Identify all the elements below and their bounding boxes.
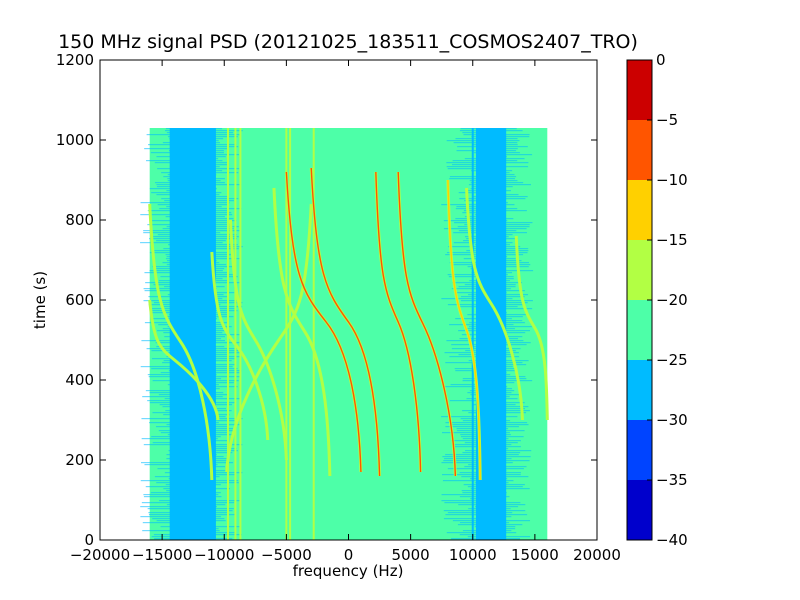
doppler-track-core: [226, 203, 312, 473]
x-axis-label: frequency (Hz): [293, 562, 404, 580]
doppler-track-core: [375, 171, 422, 473]
y-tick-label: 1200: [56, 51, 94, 69]
y-tick-label: 200: [65, 451, 94, 469]
y-axis: 0 200 400 600 800 1000 1200: [56, 51, 597, 549]
colorbar-band: [627, 420, 652, 480]
y-tick-label: 0: [84, 531, 94, 549]
colorbar-tick-label: 0: [656, 51, 666, 69]
doppler-track-core: [285, 171, 362, 473]
x-tick-label: −15000: [132, 546, 192, 564]
colorbar-tick-label: −35: [656, 471, 688, 489]
colorbar-band: [627, 120, 652, 180]
doppler-track-core: [447, 179, 481, 481]
colorbar-band: [627, 240, 652, 300]
y-tick-label: 800: [65, 211, 94, 229]
doppler-track-core: [149, 203, 213, 481]
colorbar-tick-label: −25: [656, 351, 688, 369]
doppler-track-core: [397, 171, 457, 477]
x-tick-label: 5000: [392, 546, 430, 564]
y-axis-label: time (s): [31, 271, 49, 329]
doppler-track-core: [149, 299, 219, 421]
colorbar-tick-label: −5: [656, 111, 678, 129]
y-tick-label: 600: [65, 291, 94, 309]
plot-area: [99, 59, 598, 541]
colorbar-tick-label: −20: [656, 291, 688, 309]
low-noise-band: [441, 128, 534, 540]
x-tick-label: 10000: [449, 546, 497, 564]
x-tick-label: −10000: [194, 546, 254, 564]
x-tick-label: 20000: [573, 546, 621, 564]
doppler-track-core: [211, 251, 269, 441]
doppler-track-core: [273, 187, 331, 477]
colorbar-band: [627, 60, 652, 120]
y-tick-label: 400: [65, 371, 94, 389]
doppler-track-core: [515, 235, 548, 421]
colorbar-tick-label: −10: [656, 171, 688, 189]
x-tick-label: 0: [344, 546, 354, 564]
chart-title: 150 MHz signal PSD (20121025_183511_COSM…: [58, 31, 638, 53]
heatmap-image: [140, 128, 549, 540]
doppler-track-core: [310, 167, 381, 477]
colorbar-band: [627, 300, 652, 360]
doppler-track-core: [229, 219, 288, 461]
x-tick-label: 15000: [511, 546, 559, 564]
colorbar-band: [627, 480, 652, 540]
colorbar-tick-label: −40: [656, 531, 688, 549]
colorbar-band: [627, 360, 652, 420]
low-noise-band: [140, 128, 243, 540]
x-axis: −20000 −15000 −10000 −5000 0 5000 10000 15000 20…: [70, 60, 621, 564]
colorbar: −40 −35 −30 −25 −20 −15 −10 −5 0: [626, 51, 688, 549]
x-tick-label: −20000: [70, 546, 130, 564]
colorbar-tick-label: −15: [656, 231, 688, 249]
doppler-track-core: [465, 187, 524, 421]
colorbar-tick-label: −30: [656, 411, 688, 429]
y-tick-label: 1000: [56, 131, 94, 149]
colorbar-band: [627, 180, 652, 240]
x-tick-label: −5000: [261, 546, 312, 564]
